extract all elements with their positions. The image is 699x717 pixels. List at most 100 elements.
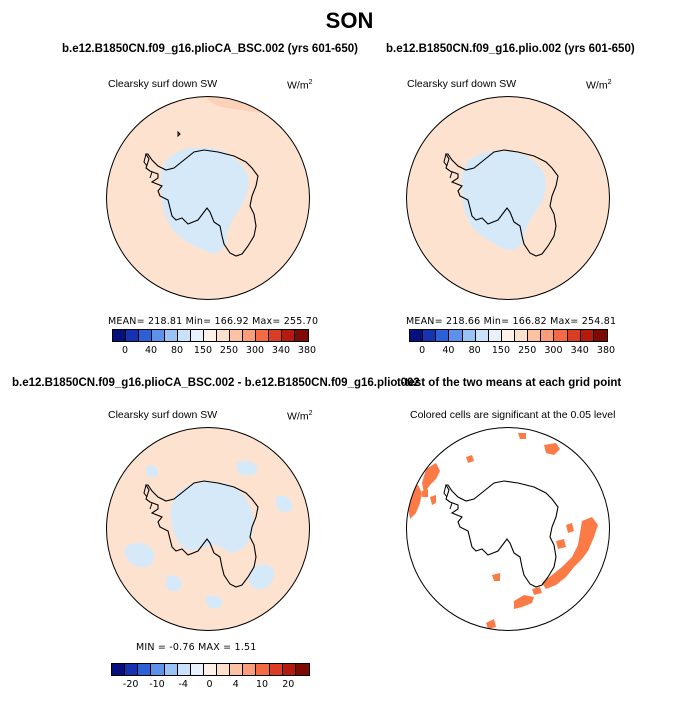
- colorbar-cell: [165, 330, 178, 341]
- colorbar-cell: [541, 330, 555, 341]
- colorbar-tick-label: 80: [468, 345, 481, 356]
- colorbar-tick-label: 4: [232, 679, 239, 690]
- colorbar-cell: [113, 330, 126, 341]
- ice-region: [461, 150, 546, 250]
- colorbar-tick-label: 300: [544, 345, 563, 356]
- colorbar-tick-label: 150: [491, 345, 510, 356]
- panel-2-variable: Clearsky surf down SW: [407, 78, 517, 90]
- panel-1-colorbar-labels: 0 40 80 150 250 300 340 380: [112, 345, 316, 357]
- colorbar-tick-label: 10: [255, 679, 269, 690]
- panel-1-unit: W/m2: [287, 79, 313, 92]
- colorbar-cell: [282, 330, 295, 341]
- panel-3-variable: Clearsky surf down SW: [108, 409, 218, 421]
- colorbar-cell: [256, 664, 270, 675]
- colorbar-cell: [256, 330, 269, 341]
- colorbar-cell: [515, 330, 529, 341]
- colorbar-cell: [449, 330, 463, 341]
- colorbar-tick-label: 0: [419, 345, 426, 356]
- colorbar-cell: [230, 330, 243, 341]
- colorbar-cell: [567, 330, 581, 341]
- season-title: SON: [325, 8, 374, 33]
- colorbar-cell: [243, 664, 257, 675]
- colorbar-tick-label: 340: [570, 345, 589, 356]
- colorbar-tick-label: -4: [178, 679, 188, 690]
- panel-1-title: b.e12.B1850CN.f09_g16.plioCA_BSC.002 (yr…: [62, 43, 358, 55]
- colorbar-tick-label: 300: [245, 345, 265, 356]
- panel-3-map: [106, 427, 310, 631]
- peninsula-coast: [443, 484, 453, 510]
- panel-1-map: [106, 96, 310, 300]
- panel-4-map: [406, 427, 610, 631]
- colorbar-cell: [230, 664, 244, 675]
- colorbar-tick-label: 250: [518, 345, 537, 356]
- colorbar-cell: [488, 330, 502, 341]
- panel-3-stats: MIN = -0.76 MAX = 1.51: [136, 642, 257, 653]
- colorbar-tick-label: 20: [282, 679, 295, 690]
- colorbar-tick-label: 340: [271, 345, 291, 356]
- colorbar-cell: [191, 330, 204, 341]
- colorbar-cell: [217, 664, 231, 675]
- peninsula-coast: [143, 484, 153, 510]
- colorbar-cell: [295, 330, 308, 341]
- colorbar-cell: [580, 330, 594, 341]
- colorbar-cell: [423, 330, 437, 341]
- colorbar-cell: [295, 664, 309, 675]
- peninsula-coast: [443, 153, 453, 179]
- colorbar-cell: [204, 330, 217, 341]
- colorbar-tick-label: 380: [596, 345, 616, 356]
- panel-4-variable: Colored cells are significant at the 0.0…: [410, 409, 616, 421]
- colorbar-cell: [178, 330, 191, 341]
- colorbar-cell: [139, 330, 152, 341]
- colorbar-cell: [125, 664, 139, 675]
- colorbar-tick-label: 40: [144, 345, 158, 356]
- ice-region: [160, 147, 249, 254]
- panel-3-unit: W/m2: [287, 410, 313, 423]
- colorbar-cell: [475, 330, 489, 341]
- peninsula-coast: [143, 153, 153, 179]
- antarctica-coastline: [145, 480, 259, 588]
- colorbar-cell: [282, 664, 296, 675]
- colorbar-cell: [269, 664, 283, 675]
- colorbar-cell: [126, 330, 139, 341]
- colorbar-cell: [269, 330, 282, 341]
- colorbar-cell: [152, 330, 165, 341]
- colorbar-tick-label: -20: [122, 679, 139, 690]
- colorbar-cell: [112, 664, 126, 675]
- antarctica-coastline: [445, 480, 559, 588]
- panel-3-colorbar-labels: -20 -10 -4 0 4 10 20: [111, 679, 308, 691]
- colorbar-cell: [554, 330, 568, 341]
- colorbar-cell: [462, 330, 476, 341]
- panel-4-title: t-test of the two means at each grid poi…: [397, 377, 622, 389]
- colorbar-tick-label: -10: [149, 679, 165, 690]
- colorbar-cell: [151, 664, 165, 675]
- panel-2-map: [406, 96, 610, 300]
- antarctica-coastline: [145, 149, 259, 257]
- colorbar-cell: [177, 664, 191, 675]
- colorbar-tick-label: 150: [193, 345, 213, 356]
- panel-2-stats: MEAN= 218.66 Min= 166.82 Max= 254.81: [406, 316, 617, 327]
- map-ocean: [406, 427, 610, 631]
- antarctica-coastline: [445, 149, 559, 257]
- colorbar-cell: [217, 330, 230, 341]
- colorbar-cell: [190, 664, 204, 675]
- colorbar-tick-label: 380: [297, 345, 317, 356]
- panel-3-title: b.e12.B1850CN.f09_g16.plioCA_BSC.002 - b…: [12, 377, 420, 389]
- island-coast: [177, 130, 181, 138]
- colorbar-tick-label: 40: [442, 345, 455, 356]
- panel-2-unit: W/m2: [586, 79, 612, 92]
- colorbar-cell: [593, 330, 607, 341]
- colorbar-tick-label: 250: [219, 345, 239, 356]
- colorbar-cell: [203, 664, 217, 675]
- panel-2-colorbar-labels: 0 40 80 150 250 300 340 380: [409, 345, 615, 357]
- colorbar-cell: [410, 330, 424, 341]
- colorbar-cell: [528, 330, 542, 341]
- colorbar-cell: [138, 664, 152, 675]
- colorbar-tick-label: 0: [206, 679, 213, 690]
- colorbar-tick-label: 80: [170, 345, 184, 356]
- panel-1-variable: Clearsky surf down SW: [108, 78, 218, 90]
- panel-1-stats: MEAN= 218.81 Min= 166.92 Max= 255.70: [108, 316, 319, 327]
- panel-2-colorbar: [409, 329, 608, 342]
- panel-3-colorbar: [111, 663, 310, 676]
- panel-1-colorbar: [112, 329, 309, 342]
- colorbar-cell: [164, 664, 178, 675]
